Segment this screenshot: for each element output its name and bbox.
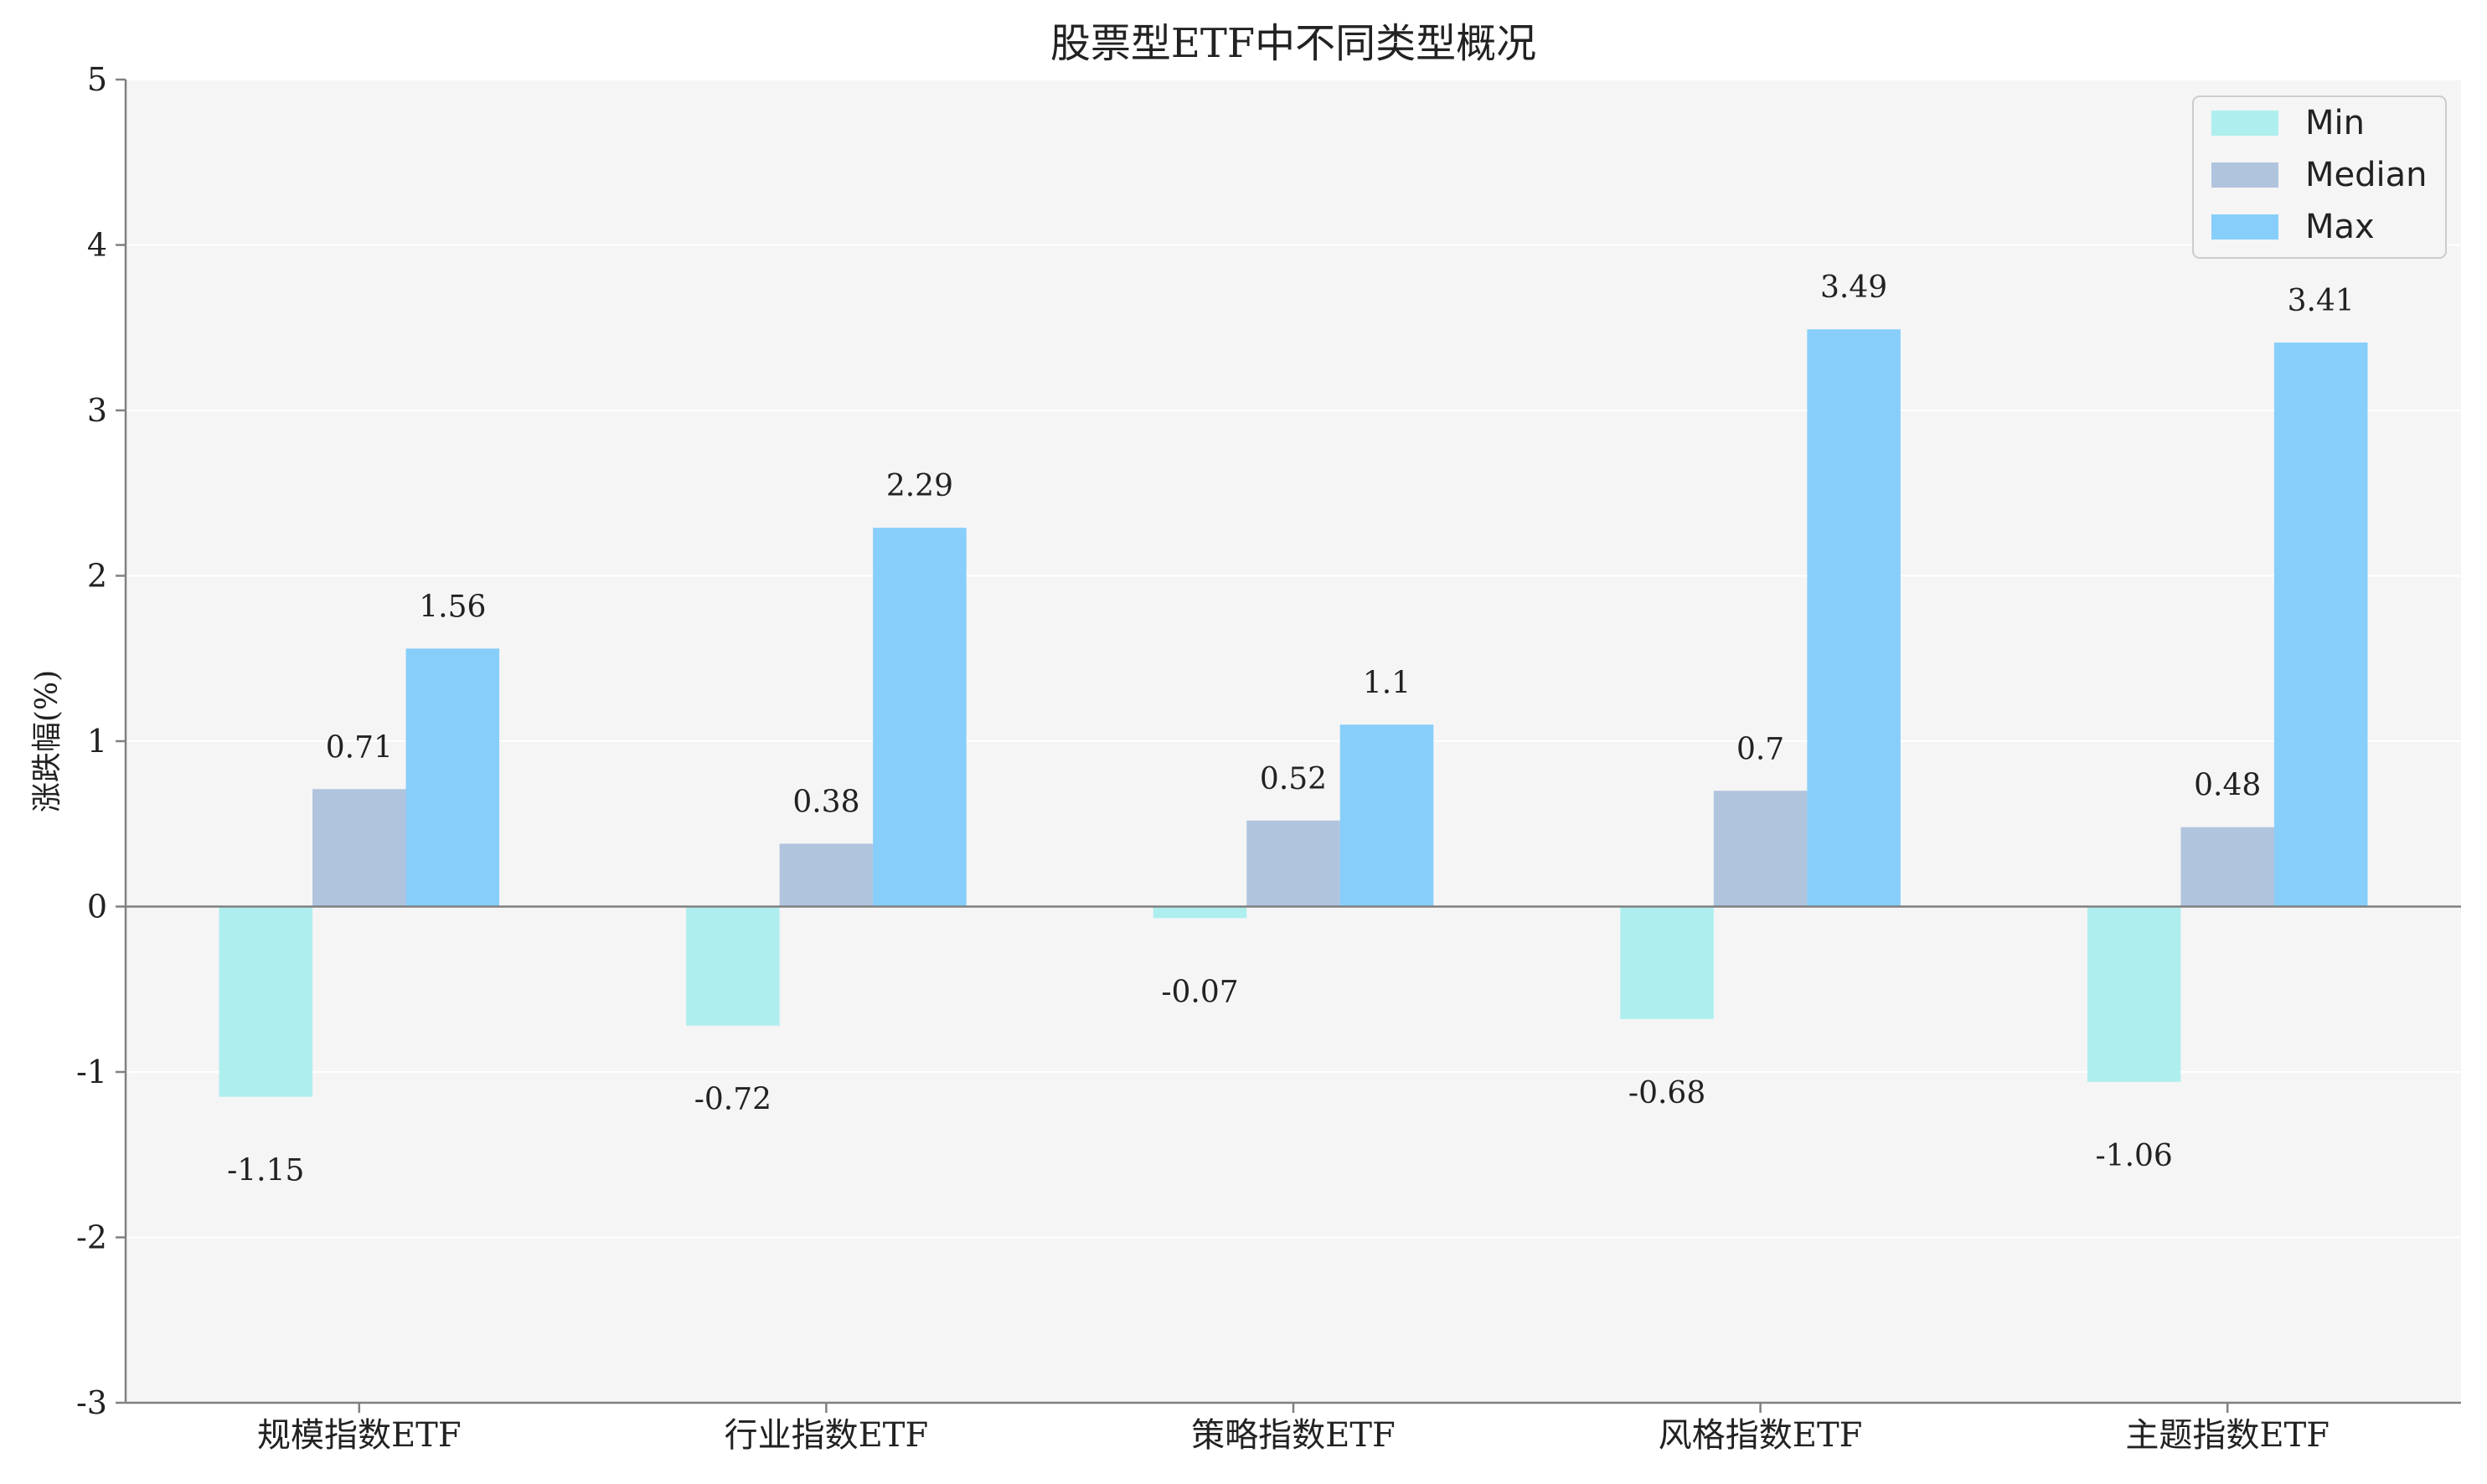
data-label: -1.06 <box>2096 1139 2173 1173</box>
legend-swatch-max <box>2211 214 2278 240</box>
y-tick-label: 5 <box>87 61 107 98</box>
bar-min <box>219 906 313 1097</box>
bar-max <box>2273 343 2368 907</box>
data-label: 3.49 <box>1820 271 1887 305</box>
data-label: 1.56 <box>419 590 486 624</box>
x-tick-label: 风格指数ETF <box>1659 1416 1863 1455</box>
y-tick-label: -3 <box>76 1384 107 1421</box>
data-label: 0.7 <box>1736 732 1784 766</box>
data-labels: -1.15 0.71 1.56 -0.72 0.38 2.29 -0.07 0.52 1.1 -0… <box>227 271 2355 1188</box>
y-axis-ticks: -3 -2 -1 0 1 2 3 4 5 <box>76 61 126 1421</box>
bar-median <box>312 789 406 907</box>
bar-min <box>686 906 780 1026</box>
y-tick-label: 1 <box>87 723 107 760</box>
data-label: 3.41 <box>2288 284 2355 318</box>
y-tick-label: 3 <box>87 392 107 429</box>
bar-min <box>1153 906 1247 919</box>
data-label: -0.68 <box>1628 1076 1705 1110</box>
y-axis-label: 涨跌幅(%) <box>30 670 64 812</box>
bar-median <box>1246 820 1340 907</box>
bars <box>219 329 2368 1097</box>
x-tick-label: 策略指数ETF <box>1191 1416 1396 1455</box>
data-label: 0.38 <box>792 785 859 819</box>
legend: Min Median Max <box>2192 95 2447 259</box>
data-label: 2.29 <box>886 469 953 503</box>
bar-max <box>1807 329 1901 907</box>
bar-min <box>2087 906 2181 1082</box>
bar-min <box>1620 906 1714 1019</box>
x-tick-label: 主题指数ETF <box>2125 1416 2330 1455</box>
data-label: -0.07 <box>1161 975 1238 1009</box>
x-axis-ticks: 规模指数ETF 行业指数ETF 策略指数ETF 风格指数ETF 主题指数ETF <box>257 1403 2330 1455</box>
y-tick-label: -1 <box>76 1054 107 1090</box>
legend-label-median: Median <box>2305 156 2428 194</box>
chart-title: 股票型ETF中不同类型概况 <box>1050 20 1536 67</box>
y-tick-label: 4 <box>87 227 107 264</box>
bar-median <box>1713 791 1808 907</box>
legend-swatch-min <box>2211 111 2278 136</box>
bar-max <box>1339 724 1434 907</box>
x-tick-label: 规模指数ETF <box>257 1416 462 1455</box>
legend-label-min: Min <box>2305 104 2365 142</box>
data-label: -0.72 <box>694 1083 771 1117</box>
x-tick-label: 行业指数ETF <box>725 1416 929 1455</box>
data-label: 0.48 <box>2194 769 2261 803</box>
legend-label-max: Max <box>2305 208 2375 246</box>
data-label: 0.71 <box>326 730 393 765</box>
data-label: -1.15 <box>227 1154 304 1188</box>
bar-max <box>873 528 967 907</box>
data-label: 1.1 <box>1363 666 1411 700</box>
data-label: 0.52 <box>1260 762 1327 796</box>
legend-swatch-median <box>2211 162 2278 188</box>
y-tick-label: 2 <box>87 558 107 595</box>
bar-median <box>2180 827 2274 907</box>
y-tick-label: 0 <box>87 889 107 925</box>
y-tick-label: -2 <box>76 1219 107 1256</box>
bar-max <box>405 648 500 907</box>
bar-median <box>779 843 874 907</box>
